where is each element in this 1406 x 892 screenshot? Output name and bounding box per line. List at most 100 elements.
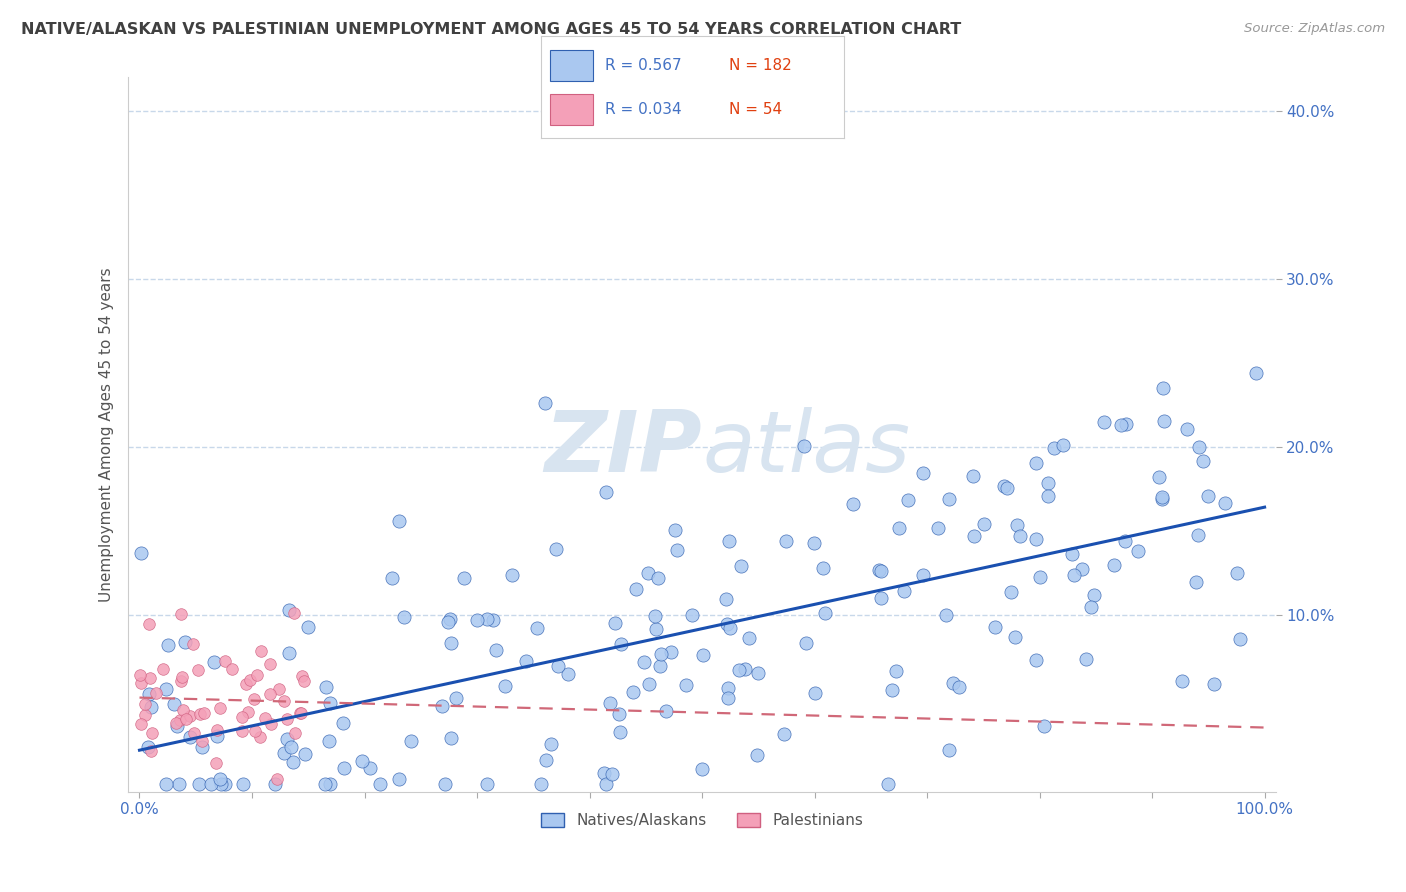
Point [169, 713, 191, 727]
Point [595, 485, 617, 500]
Point [292, 673, 315, 688]
Point [962, 469, 984, 483]
Point [912, 466, 935, 480]
Text: R = 0.567: R = 0.567 [605, 58, 682, 73]
Point [381, 571, 404, 585]
Point [134, 697, 156, 711]
Point [1029, 570, 1052, 584]
Point [534, 396, 557, 410]
Point [138, 688, 160, 702]
Y-axis label: Unemployment Among Ages 45 to 54 years: Unemployment Among Ages 45 to 54 years [100, 268, 114, 602]
Point [221, 661, 243, 675]
Point [243, 691, 266, 706]
Point [1032, 719, 1054, 733]
Legend: Natives/Alaskans, Palestinians: Natives/Alaskans, Palestinians [534, 807, 869, 834]
Point [1000, 584, 1022, 599]
Point [437, 615, 460, 629]
Point [179, 730, 201, 744]
Point [1063, 567, 1085, 582]
Point [1008, 529, 1031, 543]
Point [1185, 575, 1208, 590]
FancyBboxPatch shape [550, 50, 593, 81]
Point [1175, 422, 1198, 436]
Point [188, 706, 211, 721]
Point [1111, 417, 1133, 432]
Point [804, 685, 827, 699]
Point [440, 731, 463, 745]
Point [887, 521, 910, 535]
Point [814, 606, 837, 620]
Point [174, 712, 197, 726]
Point [1226, 566, 1249, 581]
Point [536, 753, 558, 767]
Point [485, 643, 508, 657]
Point [870, 591, 893, 605]
Text: N = 182: N = 182 [728, 58, 792, 73]
Point [193, 706, 215, 721]
Point [690, 762, 713, 776]
Point [245, 723, 267, 738]
Text: atlas: atlas [702, 408, 910, 491]
Point [267, 681, 290, 696]
Point [1102, 558, 1125, 572]
Point [273, 746, 295, 760]
Point [650, 658, 672, 673]
Point [717, 691, 740, 706]
Point [927, 521, 949, 535]
Point [647, 571, 669, 585]
Point [609, 638, 631, 652]
Point [664, 524, 686, 538]
Point [893, 583, 915, 598]
Point [494, 679, 516, 693]
Point [446, 690, 468, 705]
Point [1038, 475, 1060, 490]
Point [1153, 414, 1175, 428]
Point [948, 680, 970, 694]
Point [1152, 381, 1174, 395]
Point [515, 654, 537, 668]
Point [283, 606, 305, 620]
Point [332, 761, 354, 775]
Point [141, 726, 163, 740]
Point [129, 675, 152, 690]
Point [692, 648, 714, 662]
Point [401, 733, 423, 747]
Point [314, 776, 336, 790]
Point [997, 481, 1019, 495]
Point [191, 734, 214, 748]
Point [609, 725, 631, 739]
Point [439, 612, 461, 626]
Point [1149, 470, 1171, 484]
Point [1052, 438, 1074, 452]
Point [973, 516, 995, 531]
Point [1083, 588, 1105, 602]
Text: Source: ZipAtlas.com: Source: ZipAtlas.com [1244, 22, 1385, 36]
Point [264, 776, 287, 790]
Point [935, 607, 957, 622]
Point [665, 542, 688, 557]
Point [1114, 533, 1136, 548]
Point [526, 621, 548, 635]
Point [129, 546, 152, 560]
Point [1043, 441, 1066, 455]
Point [278, 603, 301, 617]
Point [793, 439, 815, 453]
Point [236, 705, 259, 719]
Point [155, 682, 177, 697]
Point [963, 528, 986, 542]
Point [794, 636, 817, 650]
Point [481, 613, 503, 627]
Point [1038, 489, 1060, 503]
Point [897, 492, 920, 507]
Point [165, 716, 187, 731]
Point [172, 703, 194, 717]
Point [440, 636, 463, 650]
Point [332, 715, 354, 730]
Point [283, 726, 305, 740]
Point [250, 643, 273, 657]
Point [467, 614, 489, 628]
Point [747, 665, 769, 680]
Point [155, 776, 177, 790]
Point [745, 747, 768, 762]
Point [718, 621, 741, 635]
